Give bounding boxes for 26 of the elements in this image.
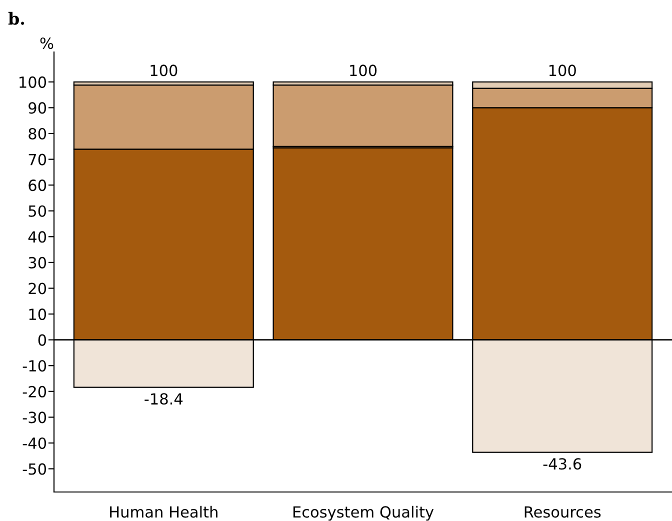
y-tick-label: -30	[22, 412, 46, 424]
data-label: -18.4	[144, 393, 183, 405]
y-tick-label: 0	[38, 334, 46, 346]
x-tick-label: Resources	[524, 506, 601, 518]
annotation: 100	[350, 64, 377, 76]
y-tick-label: 20	[28, 282, 46, 294]
y-tick-label: 50	[28, 205, 46, 217]
y-tick-label: -20	[22, 386, 46, 398]
y-tick-label: 80	[28, 128, 46, 140]
y-tick-label: 100	[20, 76, 46, 88]
x-tick-label: Ecosystem Quality	[293, 506, 434, 521]
y-tick-label: 60	[28, 180, 46, 192]
y-tick-label: -40	[22, 437, 46, 450]
y-tick-label: 70	[28, 154, 46, 166]
y-tick-label: 30	[28, 256, 46, 268]
y-tick-label: -10	[22, 360, 46, 372]
annotation: 100	[549, 64, 576, 76]
y-axis-title: %	[40, 37, 54, 50]
x-tick-label: Human Health	[110, 506, 218, 518]
annotation: 100	[150, 64, 178, 76]
y-tick-label: 90	[28, 102, 46, 114]
y-tick-label: -50	[22, 463, 46, 475]
data-label: -43.6	[543, 458, 582, 470]
chart-title: b.	[8, 12, 24, 25]
y-tick-label: 10	[29, 308, 46, 320]
y-tick-label: 40	[28, 231, 46, 243]
